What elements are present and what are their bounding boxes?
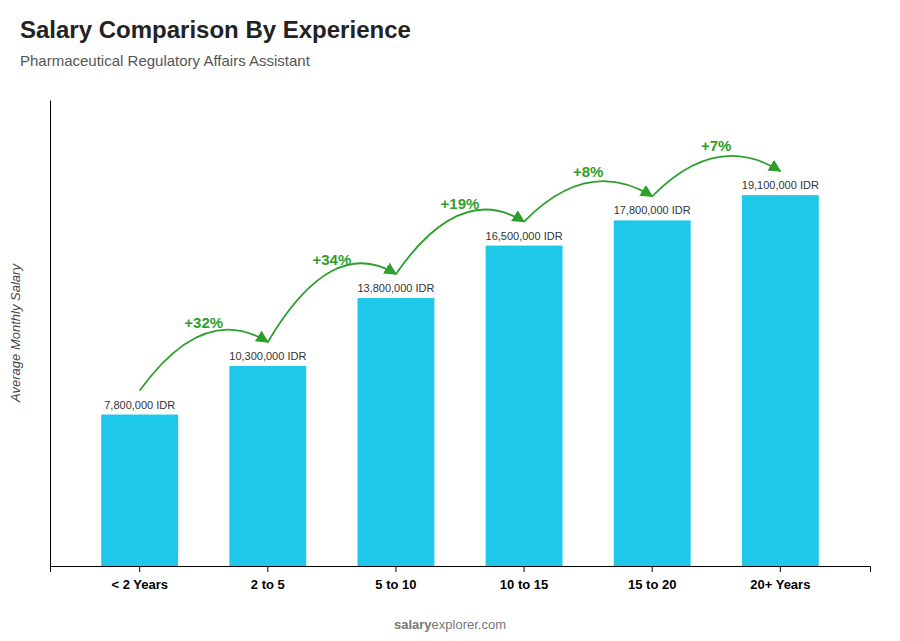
tick-mark xyxy=(652,566,653,572)
arrow xyxy=(396,210,524,275)
data-labels: 7,800,000 IDR 10,300,000 IDR 13,800,000 ID… xyxy=(104,179,819,410)
tick-label: 10 to 15 xyxy=(500,577,548,592)
tick-mark xyxy=(139,566,140,572)
y-axis-label: Average Monthly Salary xyxy=(8,263,23,403)
tick-mark xyxy=(524,566,525,572)
annotation: +19% xyxy=(441,195,480,212)
arrow xyxy=(652,156,780,196)
tick: 15 to 20 xyxy=(628,566,676,592)
data-label: 7,800,000 IDR xyxy=(104,399,175,411)
bar xyxy=(229,366,306,566)
tick-mark xyxy=(395,566,396,572)
arrow xyxy=(524,181,652,221)
bar xyxy=(614,220,691,566)
watermark-part: explorer.com xyxy=(432,617,506,632)
data-label: 10,300,000 IDR xyxy=(229,350,306,362)
data-label: 19,100,000 IDR xyxy=(742,179,819,191)
tick: 20+ Years xyxy=(750,566,810,592)
arrow xyxy=(268,263,396,342)
tick: 10 to 15 xyxy=(500,566,548,592)
tick: 5 to 10 xyxy=(375,566,416,592)
annotation: +8% xyxy=(573,163,603,180)
tick-label: < 2 Years xyxy=(111,577,168,592)
data-label: 13,800,000 IDR xyxy=(357,282,434,294)
tick-mark xyxy=(780,566,781,572)
watermark-part: salary xyxy=(394,617,432,632)
axis-line xyxy=(50,101,51,567)
data-label: 17,800,000 IDR xyxy=(614,204,691,216)
arrow xyxy=(140,330,268,391)
subtitle: Pharmaceutical Regulatory Affairs Assist… xyxy=(20,52,311,69)
tick-label: 20+ Years xyxy=(750,577,810,592)
tick-mark xyxy=(267,566,268,572)
bar xyxy=(101,415,178,566)
annotation: +34% xyxy=(312,251,351,268)
title: Salary Comparison By Experience xyxy=(20,16,411,43)
bar xyxy=(358,298,435,566)
annotation: +32% xyxy=(184,314,223,331)
tick-label: 2 to 5 xyxy=(251,577,285,592)
tick: 2 to 5 xyxy=(251,566,285,592)
bar xyxy=(742,195,819,566)
tick-label: 5 to 10 xyxy=(375,577,416,592)
chart: Salary Comparison By Experience Pharmaceu… xyxy=(0,0,900,641)
bars xyxy=(101,195,819,566)
y-axis xyxy=(50,101,51,567)
tick: < 2 Years xyxy=(111,566,168,592)
annotation: +7% xyxy=(701,137,731,154)
bar xyxy=(486,246,563,566)
axis-line xyxy=(51,567,871,573)
annotations: +32% +34% +19% +8% +7% xyxy=(140,137,781,390)
data-label: 16,500,000 IDR xyxy=(486,230,563,242)
watermark: salaryexplorer.com xyxy=(394,617,506,632)
plot: < 2 Years 2 to 5 5 to 10 10 to 15 15 to 20 20… xyxy=(51,101,871,593)
tick-label: 15 to 20 xyxy=(628,577,676,592)
x-axis: < 2 Years 2 to 5 5 to 10 10 to 15 15 to 20 20… xyxy=(51,566,871,592)
